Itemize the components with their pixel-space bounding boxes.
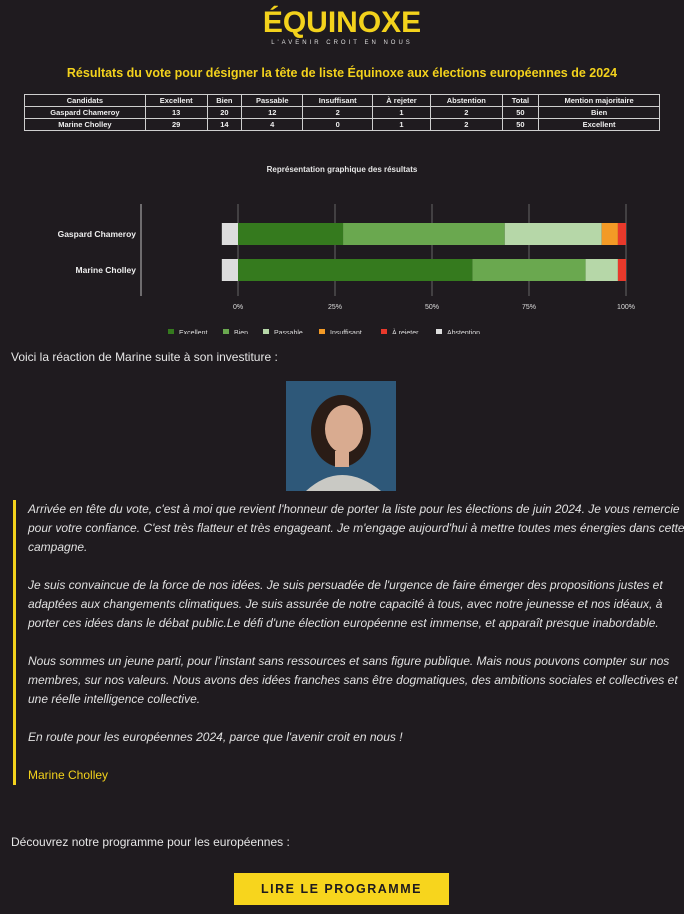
legend-swatch (168, 329, 174, 334)
column-header: Total (501, 94, 540, 107)
table-cell: 14 (206, 118, 243, 131)
category-label: Gaspard Chameroy (58, 229, 137, 239)
table-cell: 20 (206, 106, 243, 119)
column-header: Candidats (24, 94, 146, 107)
column-header: Abstention (429, 94, 503, 107)
bar-segment-rejeter (617, 223, 626, 245)
quote-paragraph: Arrivée en tête du vote, c'est à moi que… (28, 502, 684, 554)
column-header: Bien (206, 94, 243, 107)
table-cell: 2 (429, 118, 503, 131)
table-cell: 4 (241, 118, 304, 131)
bar-segment-passable (585, 259, 618, 281)
x-tick-label: 25% (328, 304, 342, 311)
table-row: Marine Cholley 29 14 4 0 1 2 50 Excellent (24, 118, 660, 131)
signature: Marine Cholley (28, 768, 109, 782)
x-tick-label: 75% (522, 304, 536, 311)
legend-item: Insuffisant (319, 329, 362, 334)
legend-item: Passable (263, 329, 303, 334)
table-cell: 50 (501, 106, 540, 119)
table-cell: Gaspard Chameroy (24, 106, 146, 119)
results-chart: 0% 25% 50% 75% 100% Gaspard Chameroy Marine Ch… (58, 204, 635, 334)
legend-label: À rejeter (392, 328, 419, 334)
bar-segment-abstention (221, 223, 238, 245)
table-cell: 29 (144, 118, 208, 131)
quote-block: Arrivée en tête du vote, c'est à moi que… (13, 500, 684, 785)
quote-paragraph: En route pour les européennes 2024, parc… (28, 730, 403, 744)
bar-segment-excellent (238, 223, 344, 245)
logo-name: ÉQUINOXE (262, 6, 422, 39)
table-cell: Marine Cholley (24, 118, 146, 131)
legend-label: Bien (234, 330, 248, 334)
logo-tagline: L'AVENIR CROIT EN NOUS (271, 40, 413, 46)
chart-title: Représentation graphique des résultats (266, 165, 418, 174)
table-cell: 12 (241, 106, 304, 119)
bar-segment-insuffisant (601, 223, 618, 245)
x-tick-label: 0% (233, 304, 243, 311)
results-table: Candidats Excellent Bien Passable Insuffisan… (24, 94, 660, 131)
table-cell: Excellent (538, 118, 660, 131)
legend-item: Abstention (436, 329, 480, 334)
table-cell: 2 (302, 106, 374, 119)
legend-label: Insuffisant (330, 330, 362, 334)
candidate-photo (286, 381, 396, 491)
logo: ÉQUINOXE L'AVENIR CROIT EN NOUS (0, 0, 684, 46)
legend-item: À rejeter (381, 328, 419, 334)
x-tick-label: 50% (425, 304, 439, 311)
legend-label: Passable (274, 330, 303, 334)
table-cell: 50 (501, 118, 540, 131)
legend-swatch (223, 329, 229, 334)
column-header: Insuffisant (302, 94, 374, 107)
column-header: Excellent (144, 94, 208, 107)
column-header: Passable (241, 94, 304, 107)
bar-segment-rejeter (617, 259, 626, 281)
column-header: Mention majoritaire (538, 94, 660, 107)
legend-swatch (436, 329, 442, 334)
legend-swatch (381, 329, 387, 334)
table-cell: 0 (302, 118, 374, 131)
bar-segment-abstention (221, 259, 238, 281)
quote-paragraph: Je suis convaincue de la force de nos id… (28, 578, 663, 630)
category-label: Marine Cholley (76, 265, 137, 275)
table-cell: 13 (144, 106, 208, 119)
table-cell: 1 (372, 106, 431, 119)
legend-label: Abstention (447, 330, 480, 334)
legend-item: Excellent (168, 329, 207, 334)
quote-paragraph: Nous sommes un jeune parti, pour l'insta… (28, 654, 678, 706)
bar-segment-bien (472, 259, 586, 281)
table-cell: Bien (538, 106, 660, 119)
read-program-button[interactable]: LIRE LE PROGRAMME (234, 873, 449, 905)
bar-segment-passable (504, 223, 602, 245)
legend-swatch (319, 329, 325, 334)
intro-text: Voici la réaction de Marine suite à son … (11, 350, 278, 364)
legend-item: Bien (223, 329, 248, 334)
table-cell: 2 (429, 106, 503, 119)
table-row: Gaspard Chameroy 13 20 12 2 1 2 50 Bien (24, 106, 660, 119)
legend-label: Excellent (179, 330, 207, 334)
bar-segment-bien (343, 223, 505, 245)
column-header: À rejeter (372, 94, 431, 107)
table-cell: 1 (372, 118, 431, 131)
page-title: Résultats du vote pour désigner la tête … (66, 66, 618, 80)
legend-swatch (263, 329, 269, 334)
x-tick-label: 100% (617, 304, 635, 311)
bar-segment-excellent (238, 259, 473, 281)
discover-text: Découvrez notre programme pour les europ… (11, 835, 290, 849)
